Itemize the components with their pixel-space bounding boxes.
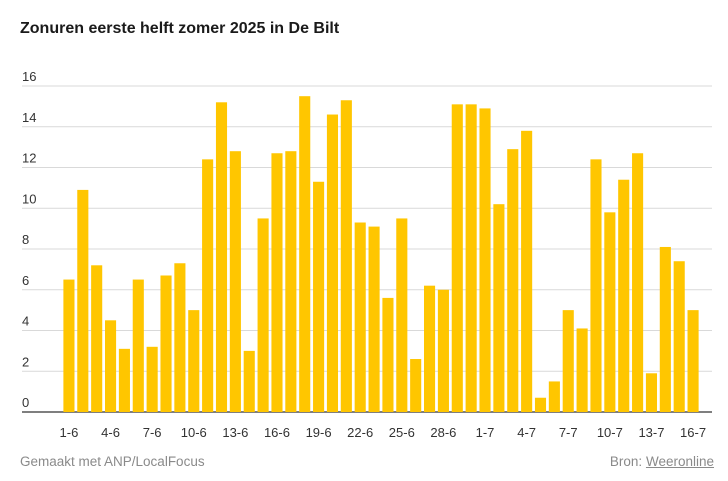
made-with-credit: Gemaakt met ANP/LocalFocus xyxy=(20,454,205,469)
bar-30-6[interactable] xyxy=(465,104,477,412)
x-tick-label: 10-6 xyxy=(181,425,207,440)
x-axis-ticks: 1-6 4-6 7-6 10-6 13-6 16-6 19-6 22-6 25-6 28-6 1-7… xyxy=(60,425,707,440)
bar-5-7[interactable] xyxy=(534,397,547,412)
bar-21-6[interactable] xyxy=(340,100,352,412)
x-tick-label: 22-6 xyxy=(347,425,373,440)
bar-14-7[interactable] xyxy=(659,246,671,412)
y-tick-label: 10 xyxy=(22,191,36,206)
bar-8-6[interactable] xyxy=(160,275,172,412)
y-tick-label: 8 xyxy=(22,232,29,247)
x-tick-label: 25-6 xyxy=(389,425,415,440)
bar-15-7[interactable] xyxy=(673,261,685,412)
bar-16-7[interactable] xyxy=(687,310,699,413)
source-credit: Bron: Weeronline xyxy=(610,454,714,469)
bar-3-6[interactable] xyxy=(91,265,103,412)
x-tick-label: 7-6 xyxy=(143,425,162,440)
bar-13-7[interactable] xyxy=(645,373,658,412)
bar-9-7[interactable] xyxy=(590,159,602,412)
x-tick-label: 16-6 xyxy=(264,425,290,440)
bar-12-6[interactable] xyxy=(215,102,228,413)
x-tick-label: 4-6 xyxy=(101,425,120,440)
bar-16-6[interactable] xyxy=(271,153,283,413)
bar-23-6[interactable] xyxy=(368,226,380,412)
bar-3-7[interactable] xyxy=(507,149,519,412)
bar-1-7[interactable] xyxy=(479,108,491,412)
bar-19-6[interactable] xyxy=(313,181,325,412)
x-tick-label: 13-7 xyxy=(638,425,664,440)
bar-8-7[interactable] xyxy=(576,328,588,412)
y-axis-ticks: 0 2 4 6 8 10 12 14 16 xyxy=(22,69,36,410)
bar-2-6[interactable] xyxy=(77,189,89,412)
y-tick-label: 14 xyxy=(22,110,36,125)
bar-4-6[interactable] xyxy=(105,320,117,412)
bar-28-6[interactable] xyxy=(437,289,449,412)
x-tick-label: 4-7 xyxy=(517,425,536,440)
bar-22-6[interactable] xyxy=(354,222,366,412)
source-label: Bron: xyxy=(609,454,643,469)
bar-17-6[interactable] xyxy=(285,151,297,412)
bar-26-6[interactable] xyxy=(410,359,422,412)
bar-14-6[interactable] xyxy=(243,350,255,413)
bar-12-7[interactable] xyxy=(632,153,644,413)
bar-13-6[interactable] xyxy=(229,151,241,412)
x-tick-label: 28-6 xyxy=(430,425,456,440)
bar-15-6[interactable] xyxy=(257,218,269,412)
y-tick-label: 4 xyxy=(22,314,29,329)
bar-10-6[interactable] xyxy=(188,310,200,413)
chart-title: Zonuren eerste helft zomer 2025 in De Bi… xyxy=(20,20,340,37)
bar-27-6[interactable] xyxy=(424,285,436,412)
bar-11-6[interactable] xyxy=(202,159,214,412)
bar-25-6[interactable] xyxy=(396,218,408,412)
bar-5-6[interactable] xyxy=(118,348,130,412)
bar-7-7[interactable] xyxy=(562,310,574,413)
bar-1-6[interactable] xyxy=(63,279,75,412)
bar-2-7[interactable] xyxy=(493,204,505,412)
y-tick-label: 6 xyxy=(22,273,29,288)
x-tick-label: 19-6 xyxy=(306,425,332,440)
bar-6-6[interactable] xyxy=(132,279,144,412)
x-tick-label: 13-6 xyxy=(222,425,248,440)
bar-4-7[interactable] xyxy=(521,130,533,412)
bar-11-7[interactable] xyxy=(618,179,630,412)
bar-6-7[interactable] xyxy=(548,381,560,412)
source-link[interactable]: Weeronline xyxy=(645,454,714,469)
x-tick-label: 1-7 xyxy=(476,425,495,440)
y-tick-label: 16 xyxy=(22,69,36,84)
x-tick-label: 10-7 xyxy=(597,425,623,440)
bar-20-6[interactable] xyxy=(326,114,339,412)
y-tick-label: 2 xyxy=(22,354,29,369)
bar-10-7[interactable] xyxy=(604,212,616,412)
x-tick-label: 1-6 xyxy=(60,425,79,440)
y-tick-label: 12 xyxy=(22,151,36,166)
bars xyxy=(63,96,699,413)
bar-24-6[interactable] xyxy=(382,297,394,412)
x-tick-label: 7-7 xyxy=(559,425,578,440)
y-tick-label: 0 xyxy=(22,395,29,410)
bar-7-6[interactable] xyxy=(146,346,158,412)
bar-29-6[interactable] xyxy=(451,104,463,412)
bar-18-6[interactable] xyxy=(299,96,311,412)
bar-9-6[interactable] xyxy=(174,263,186,412)
x-tick-label: 16-7 xyxy=(680,425,706,440)
